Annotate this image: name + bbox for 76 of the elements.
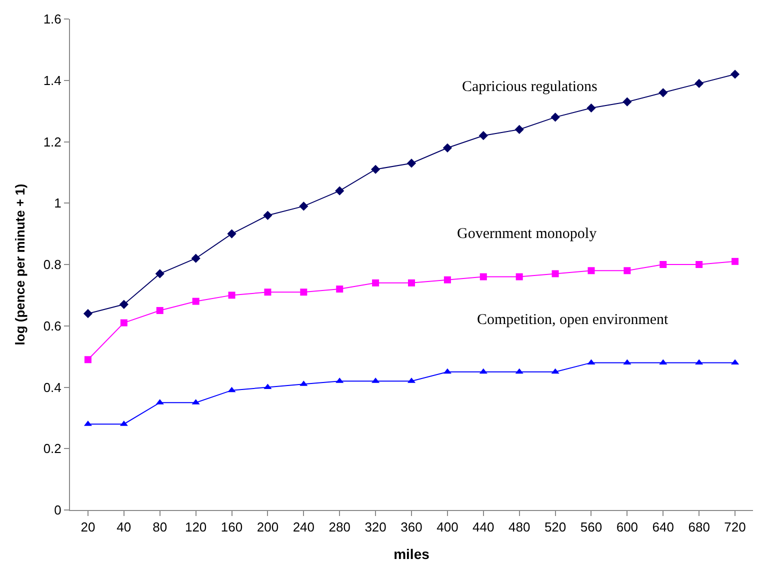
point	[478, 131, 488, 140]
point	[228, 386, 236, 392]
y-tick-label: 0.8	[43, 257, 62, 272]
x-tick-label: 720	[724, 520, 746, 535]
point	[406, 158, 416, 168]
point	[192, 298, 200, 305]
point	[228, 292, 236, 299]
point	[586, 103, 596, 113]
point	[191, 254, 200, 263]
point	[155, 269, 164, 278]
x-tick-label: 40	[116, 520, 132, 535]
point	[624, 267, 631, 274]
series-label: Government monopoly	[457, 226, 598, 242]
point	[120, 319, 128, 326]
x-tick-label: 640	[652, 520, 674, 535]
x-tick-label: 20	[80, 520, 96, 535]
point	[480, 273, 487, 280]
y-tick-label: 1.4	[43, 72, 62, 88]
x-tick-label: 520	[544, 520, 566, 535]
point	[263, 210, 272, 220]
point	[300, 288, 308, 296]
point	[516, 273, 523, 280]
x-tick-label: 440	[472, 520, 494, 535]
y-tick-label: 1.6	[43, 12, 62, 27]
x-tick-label: 600	[616, 520, 638, 535]
series-label: Capricious regulations	[462, 79, 598, 95]
point	[119, 300, 128, 309]
x-tick-label: 80	[152, 520, 168, 535]
point	[479, 368, 488, 374]
x-tick-label: 240	[292, 520, 315, 535]
point	[83, 309, 93, 318]
y-axis-title: log (pence per minute + 1)	[12, 184, 28, 346]
point	[336, 286, 344, 293]
point	[84, 356, 92, 364]
x-tick-label: 200	[256, 520, 279, 535]
point	[552, 270, 559, 278]
x-tick-label: 680	[688, 520, 710, 535]
x-axis-title: miles	[394, 546, 430, 562]
x-tick-label: 480	[508, 520, 530, 535]
x-tick-label: 280	[328, 520, 350, 535]
point	[658, 88, 668, 98]
y-tick-label: 0.4	[43, 380, 62, 395]
x-tick-label: 320	[364, 520, 386, 535]
x-tick-label: 360	[400, 520, 422, 535]
point	[514, 124, 524, 134]
text: Competition, open environment	[477, 312, 670, 328]
point	[694, 78, 704, 88]
point	[408, 279, 415, 286]
point	[264, 288, 272, 296]
point	[660, 261, 667, 268]
point	[730, 70, 740, 79]
point	[696, 261, 703, 268]
x-tick-label: 160	[220, 520, 243, 535]
x-tick-label: 400	[436, 520, 458, 535]
point	[550, 112, 560, 122]
point	[156, 307, 164, 314]
y-tick-label: 0.2	[43, 441, 62, 456]
point	[335, 186, 344, 196]
point	[443, 368, 452, 374]
point	[371, 164, 380, 174]
point	[622, 97, 632, 106]
y-tick-label: 0	[54, 502, 62, 518]
y-tick-label: 1	[54, 196, 62, 211]
x-tick-label: 560	[580, 520, 602, 535]
point	[442, 143, 452, 152]
point	[588, 267, 595, 274]
y-tick-label: 0.6	[43, 318, 62, 334]
point	[515, 368, 524, 374]
point	[372, 279, 380, 286]
point	[444, 276, 451, 284]
y-tick-label: 1.2	[43, 134, 62, 150]
point	[227, 229, 236, 238]
x-tick-label: 120	[184, 520, 207, 535]
point	[551, 368, 560, 374]
point	[732, 258, 739, 265]
point	[299, 202, 308, 211]
